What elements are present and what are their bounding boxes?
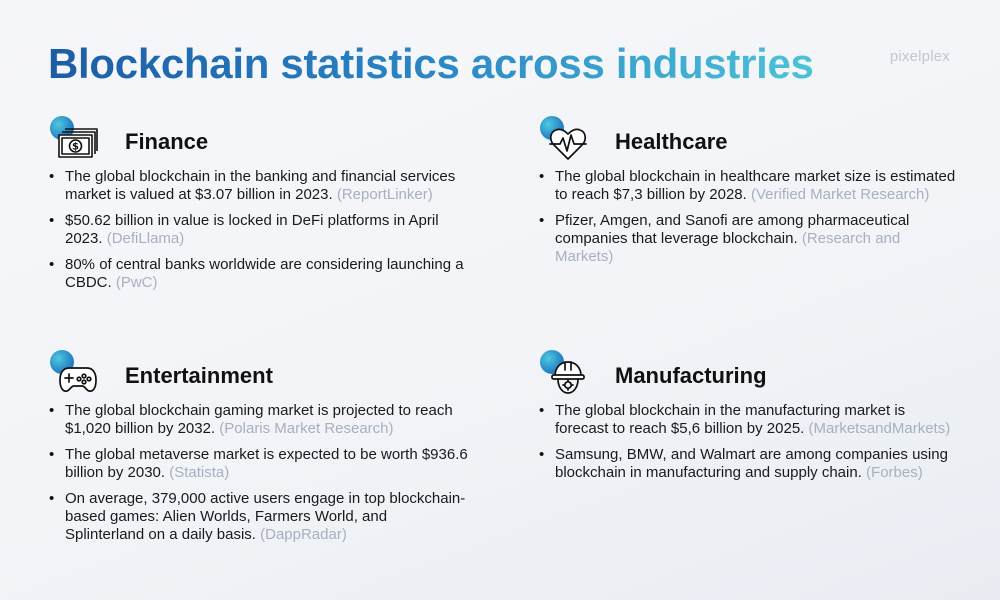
list-item: $50.62 billion in value is locked in DeF… xyxy=(48,212,468,248)
section-title: Manufacturing xyxy=(615,363,767,388)
source-citation: (PwC) xyxy=(115,274,158,291)
stat-list: The global blockchain in the banking and… xyxy=(48,168,468,292)
gamepad-icon xyxy=(59,367,97,392)
source-citation: (DefiLlama) xyxy=(106,230,185,247)
source-citation: (Forbes) xyxy=(866,464,923,481)
list-item: The global blockchain in the manufacturi… xyxy=(538,402,958,438)
stat-list: The global blockchain in the manufacturi… xyxy=(538,402,958,482)
source-citation: (DappRadar) xyxy=(260,526,347,543)
pixelplex-logo: pixelplex xyxy=(889,48,950,65)
list-item: Samsung, BMW, and Walmart are among comp… xyxy=(538,446,958,482)
section-entertainment: Entertainment The global blockchain gami… xyxy=(48,350,468,552)
list-item: The global blockchain in the banking and… xyxy=(48,168,468,204)
section-title: Finance xyxy=(125,129,209,154)
source-citation: (Research and Markets) xyxy=(555,230,901,265)
list-item: 80% of central banks worldwide are consi… xyxy=(48,256,468,292)
section-header: Entertainment xyxy=(48,350,468,398)
heart-pulse-icon xyxy=(549,128,587,160)
stat-list: The global blockchain in healthcare mark… xyxy=(538,168,958,266)
stat-list: The global blockchain gaming market is p… xyxy=(48,402,468,544)
svg-text:$: $ xyxy=(72,142,79,153)
section-header: $ Finance xyxy=(48,116,468,164)
source-citation: (MarketsandMarkets) xyxy=(808,420,951,437)
section-manufacturing: Manufacturing The global blockchain in t… xyxy=(538,350,958,490)
list-item: The global metaverse market is expected … xyxy=(48,446,468,482)
list-item: On average, 379,000 active users engage … xyxy=(48,490,468,544)
section-title: Healthcare xyxy=(615,129,728,154)
section-header: Healthcare xyxy=(538,116,958,164)
list-item: The global blockchain gaming market is p… xyxy=(48,402,468,438)
money-bill-icon: $ xyxy=(58,128,98,158)
worker-helmet-icon xyxy=(551,361,585,394)
list-item: The global blockchain in healthcare mark… xyxy=(538,168,958,204)
section-header: Manufacturing xyxy=(538,350,958,398)
source-citation: (Statista) xyxy=(169,464,230,481)
page-title: Blockchain statistics across industries xyxy=(48,40,814,87)
list-item: Pfizer, Amgen, and Sanofi are among phar… xyxy=(538,212,958,266)
source-citation: (Polaris Market Research) xyxy=(219,420,394,437)
section-finance: $ Finance The global blockchain in the b… xyxy=(48,116,468,300)
section-healthcare: Healthcare The global blockchain in heal… xyxy=(538,116,958,274)
source-citation: (Verified Market Research) xyxy=(750,186,930,203)
source-citation: (ReportLinker) xyxy=(336,186,433,203)
section-title: Entertainment xyxy=(125,363,273,388)
